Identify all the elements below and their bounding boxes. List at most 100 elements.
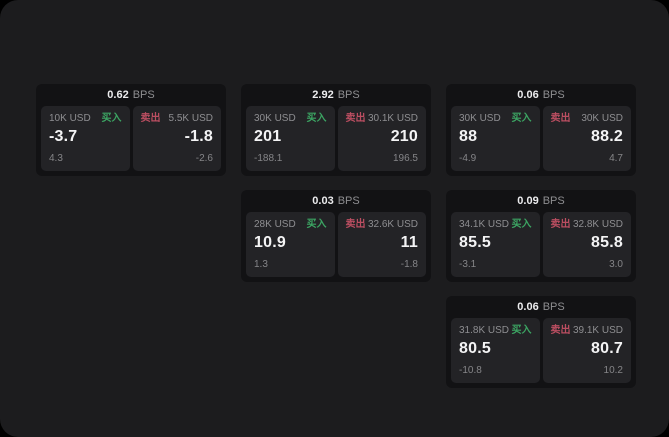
buy-size-label: 34.1K USD <box>459 219 510 230</box>
sell-size-label: 30.1K USD <box>367 113 418 124</box>
sell-sub-value: 196.5 <box>392 153 418 164</box>
quote-panels: 30K USD 买入 88 -4.9 卖出 30K USD 88.2 4.7 <box>451 106 631 171</box>
quote-panels: 31.8K USD 买入 80.5 -10.8 卖出 39.1K USD 80.… <box>451 318 631 383</box>
buy-size-label: 10K USD <box>49 113 91 124</box>
bps-header: 2.92 BPS <box>246 88 426 103</box>
buy-panel-top: 30K USD 买入 <box>459 113 532 125</box>
buy-size-label: 30K USD <box>254 113 296 124</box>
quote-card[interactable]: 0.06 BPS 31.8K USD 买入 80.5 -10.8 卖出 39.1… <box>446 296 636 388</box>
sell-panel[interactable]: 卖出 30K USD 88.2 4.7 <box>542 106 631 171</box>
quotes-grid: 0.62 BPS 10K USD 买入 -3.7 4.3 卖出 5.5K USD… <box>36 84 636 388</box>
bps-header: 0.06 BPS <box>451 300 631 315</box>
buy-panel-top: 10K USD 买入 <box>49 113 122 125</box>
buy-side-label: 买入 <box>511 113 532 124</box>
sell-size-label: 5.5K USD <box>168 113 213 124</box>
sell-size-label: 30K USD <box>581 113 623 124</box>
quote-card[interactable]: 0.06 BPS 30K USD 买入 88 -4.9 卖出 30K USD 8… <box>446 84 636 176</box>
buy-size-label: 31.8K USD <box>459 325 510 336</box>
buy-side-label: 买入 <box>511 325 532 336</box>
buy-side-label: 买入 <box>306 219 327 230</box>
quote-panels: 34.1K USD 买入 85.5 -3.1 卖出 32.8K USD 85.8… <box>451 212 631 277</box>
sell-panel[interactable]: 卖出 5.5K USD -1.8 -2.6 <box>132 106 221 171</box>
sell-sub-value: -2.6 <box>195 153 213 164</box>
buy-sub-value: -188.1 <box>254 153 283 164</box>
sell-price-value: 210 <box>390 128 418 145</box>
bps-value: 0.06 <box>517 89 539 101</box>
quote-panels: 28K USD 买入 10.9 1.3 卖出 32.6K USD 11 -1.8 <box>246 212 426 277</box>
buy-sub-value: 4.3 <box>49 153 63 164</box>
bps-unit: BPS <box>337 89 360 101</box>
buy-panel[interactable]: 30K USD 买入 201 -188.1 <box>246 106 335 171</box>
bps-unit: BPS <box>542 195 565 207</box>
sell-sub-value: 4.7 <box>609 153 623 164</box>
sell-side-label: 卖出 <box>550 325 571 336</box>
sell-sub-value: -1.8 <box>400 259 418 270</box>
buy-price-value: -3.7 <box>49 128 78 145</box>
buy-price-value: 85.5 <box>459 234 491 251</box>
sell-price-value: -1.8 <box>184 128 213 145</box>
buy-side-label: 买入 <box>511 219 532 230</box>
buy-panel-top: 34.1K USD 买入 <box>459 219 532 231</box>
sell-panel-top: 卖出 32.8K USD <box>551 219 624 231</box>
buy-sub-value: -4.9 <box>459 153 477 164</box>
bps-header: 0.09 BPS <box>451 194 631 209</box>
sell-price-value: 80.7 <box>591 340 623 357</box>
sell-side-label: 卖出 <box>345 219 366 230</box>
sell-sub-value: 3.0 <box>609 259 623 270</box>
bps-value: 2.92 <box>312 89 334 101</box>
bps-value: 0.03 <box>312 195 334 207</box>
buy-price-value: 201 <box>254 128 282 145</box>
quote-card[interactable]: 0.62 BPS 10K USD 买入 -3.7 4.3 卖出 5.5K USD… <box>36 84 226 176</box>
buy-price-value: 10.9 <box>254 234 286 251</box>
sell-panel-top: 卖出 39.1K USD <box>551 325 624 337</box>
buy-price-value: 88 <box>459 128 478 145</box>
sell-price-value: 88.2 <box>591 128 623 145</box>
buy-panel-top: 28K USD 买入 <box>254 219 327 231</box>
bps-value: 0.62 <box>107 89 129 101</box>
sell-size-label: 32.6K USD <box>367 219 418 230</box>
bps-header: 0.03 BPS <box>246 194 426 209</box>
sell-panel-top: 卖出 30K USD <box>551 113 624 125</box>
sell-side-label: 卖出 <box>550 113 571 124</box>
sell-panel[interactable]: 卖出 32.8K USD 85.8 3.0 <box>542 212 631 277</box>
sell-panel-top: 卖出 32.6K USD <box>346 219 419 231</box>
buy-price-value: 80.5 <box>459 340 491 357</box>
sell-side-label: 卖出 <box>345 113 366 124</box>
sell-side-label: 卖出 <box>550 219 571 230</box>
buy-side-label: 买入 <box>306 113 327 124</box>
buy-panel[interactable]: 30K USD 买入 88 -4.9 <box>451 106 540 171</box>
buy-panel-top: 30K USD 买入 <box>254 113 327 125</box>
sell-panel[interactable]: 卖出 32.6K USD 11 -1.8 <box>337 212 426 277</box>
quote-card[interactable]: 0.09 BPS 34.1K USD 买入 85.5 -3.1 卖出 32.8K… <box>446 190 636 282</box>
bps-unit: BPS <box>337 195 360 207</box>
sell-size-label: 32.8K USD <box>572 219 623 230</box>
sell-panel-top: 卖出 30.1K USD <box>346 113 419 125</box>
sell-size-label: 39.1K USD <box>572 325 623 336</box>
sell-price-value: 11 <box>400 234 418 251</box>
buy-sub-value: -10.8 <box>459 365 482 376</box>
quote-card[interactable]: 2.92 BPS 30K USD 买入 201 -188.1 卖出 30.1K … <box>241 84 431 176</box>
sell-panel-top: 卖出 5.5K USD <box>141 113 214 125</box>
bps-header: 0.62 BPS <box>41 88 221 103</box>
quote-panels: 30K USD 买入 201 -188.1 卖出 30.1K USD 210 1… <box>246 106 426 171</box>
buy-panel[interactable]: 28K USD 买入 10.9 1.3 <box>246 212 335 277</box>
sell-sub-value: 10.2 <box>603 365 623 376</box>
buy-sub-value: 1.3 <box>254 259 268 270</box>
sell-panel[interactable]: 卖出 39.1K USD 80.7 10.2 <box>542 318 631 383</box>
sell-panel[interactable]: 卖出 30.1K USD 210 196.5 <box>337 106 426 171</box>
bps-unit: BPS <box>132 89 155 101</box>
bps-value: 0.06 <box>517 301 539 313</box>
buy-panel[interactable]: 10K USD 买入 -3.7 4.3 <box>41 106 130 171</box>
bps-header: 0.06 BPS <box>451 88 631 103</box>
buy-size-label: 28K USD <box>254 219 296 230</box>
buy-panel[interactable]: 31.8K USD 买入 80.5 -10.8 <box>451 318 540 383</box>
sell-side-label: 卖出 <box>140 113 161 124</box>
buy-size-label: 30K USD <box>459 113 501 124</box>
quote-card[interactable]: 0.03 BPS 28K USD 买入 10.9 1.3 卖出 32.6K US… <box>241 190 431 282</box>
buy-sub-value: -3.1 <box>459 259 477 270</box>
bps-unit: BPS <box>542 301 565 313</box>
bps-unit: BPS <box>542 89 565 101</box>
buy-panel[interactable]: 34.1K USD 买入 85.5 -3.1 <box>451 212 540 277</box>
buy-panel-top: 31.8K USD 买入 <box>459 325 532 337</box>
